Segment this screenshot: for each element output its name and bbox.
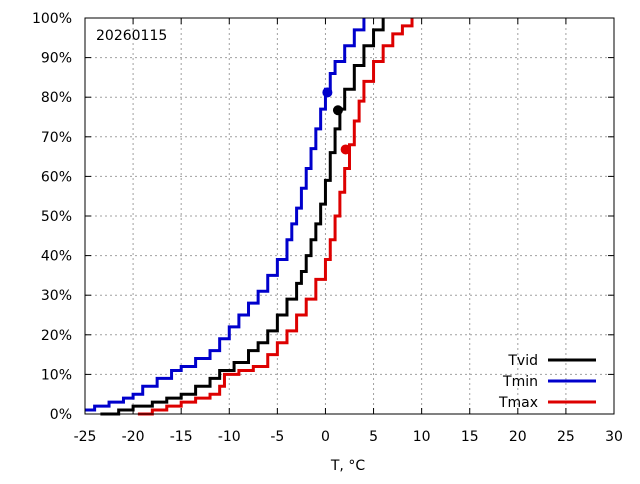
x-tick-label: 20 [509,429,527,445]
series-marker-tvid [332,105,343,116]
x-tick-label: 25 [557,429,575,445]
series-line-tmax [137,18,414,416]
x-tick-label: -25 [74,429,97,445]
legend: Tvid Tmin Tmax [498,353,596,411]
x-tick-label: 15 [461,429,479,445]
y-tick-label: 40% [41,249,72,265]
y-tick-label: 70% [41,130,72,146]
x-tick-label: -20 [122,429,145,445]
y-tick-label: 0% [50,407,72,423]
y-tick-label: 50% [41,209,72,225]
series-marker-tmin [322,87,333,98]
x-axis-label: T, °C [330,458,365,474]
y-tick-label: 20% [41,328,72,344]
x-tick-label: 0 [321,429,330,445]
x-tick-label: -5 [270,429,284,445]
date-annotation: 20260115 [96,28,167,44]
x-tick-label: 10 [413,429,431,445]
y-tick-label: 90% [41,51,72,67]
legend-label-tmin: Tmin [502,374,538,390]
legend-label-tvid: Tvid [507,353,538,369]
x-tick-label: 30 [605,429,623,445]
series-marker-tmax [340,144,351,155]
grid [85,18,614,414]
y-tick-label: 30% [41,288,72,304]
series-lines [85,18,414,416]
x-tick-label: -10 [218,429,241,445]
y-tick-label: 60% [41,169,72,185]
y-tick-label: 100% [32,11,72,27]
y-tick-label: 10% [41,367,72,383]
x-tick-label: -15 [170,429,193,445]
x-tick-label: 5 [369,429,378,445]
legend-label-tmax: Tmax [498,395,538,411]
y-tick-label: 80% [41,90,72,106]
axis-ticks: -25 -20 -15 -10 -5 0 5 10 15 20 25 30 0% 10% 20% 30% 40%… [32,11,623,445]
